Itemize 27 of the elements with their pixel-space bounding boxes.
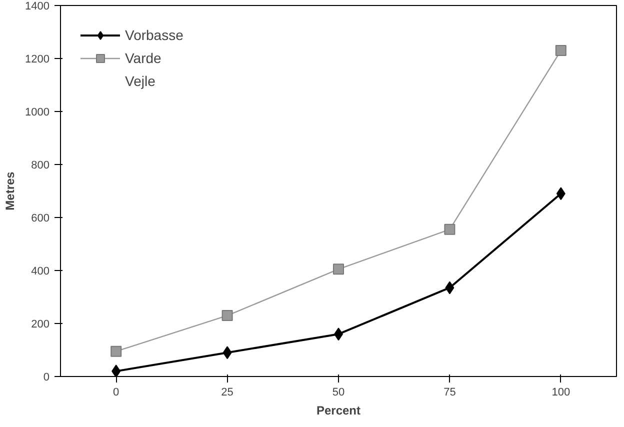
point: [445, 281, 454, 294]
legend-label: Varde: [125, 50, 162, 66]
legend-label: Vorbasse: [125, 27, 184, 43]
point: [444, 224, 456, 235]
x-tick-label: 100: [552, 386, 570, 398]
point: [555, 45, 566, 56]
point: [222, 310, 233, 322]
y-tick-label: 800: [31, 160, 50, 172]
y-tick-label: 1000: [25, 106, 50, 118]
text: Vejle: [125, 73, 156, 89]
point: [112, 364, 121, 376]
point: [222, 346, 232, 360]
y-tick-label: 0: [43, 372, 50, 384]
x-tick-label: 50: [332, 386, 345, 398]
x-tick-label: 75: [444, 386, 456, 398]
x-axis-title: Percent: [316, 404, 361, 418]
x-tick-label: 0: [113, 386, 120, 398]
y-axis-title: Metres: [3, 171, 18, 210]
y-tick-label: 1400: [25, 0, 50, 12]
point: [556, 187, 566, 200]
point: [333, 264, 344, 275]
y-tick-label: 400: [31, 266, 50, 278]
y-tick-label: 600: [31, 212, 50, 224]
x-tick-label: 25: [221, 386, 234, 398]
y-tick-label: 200: [31, 318, 50, 330]
y-tick-label: 1200: [25, 54, 50, 66]
point: [110, 346, 122, 357]
